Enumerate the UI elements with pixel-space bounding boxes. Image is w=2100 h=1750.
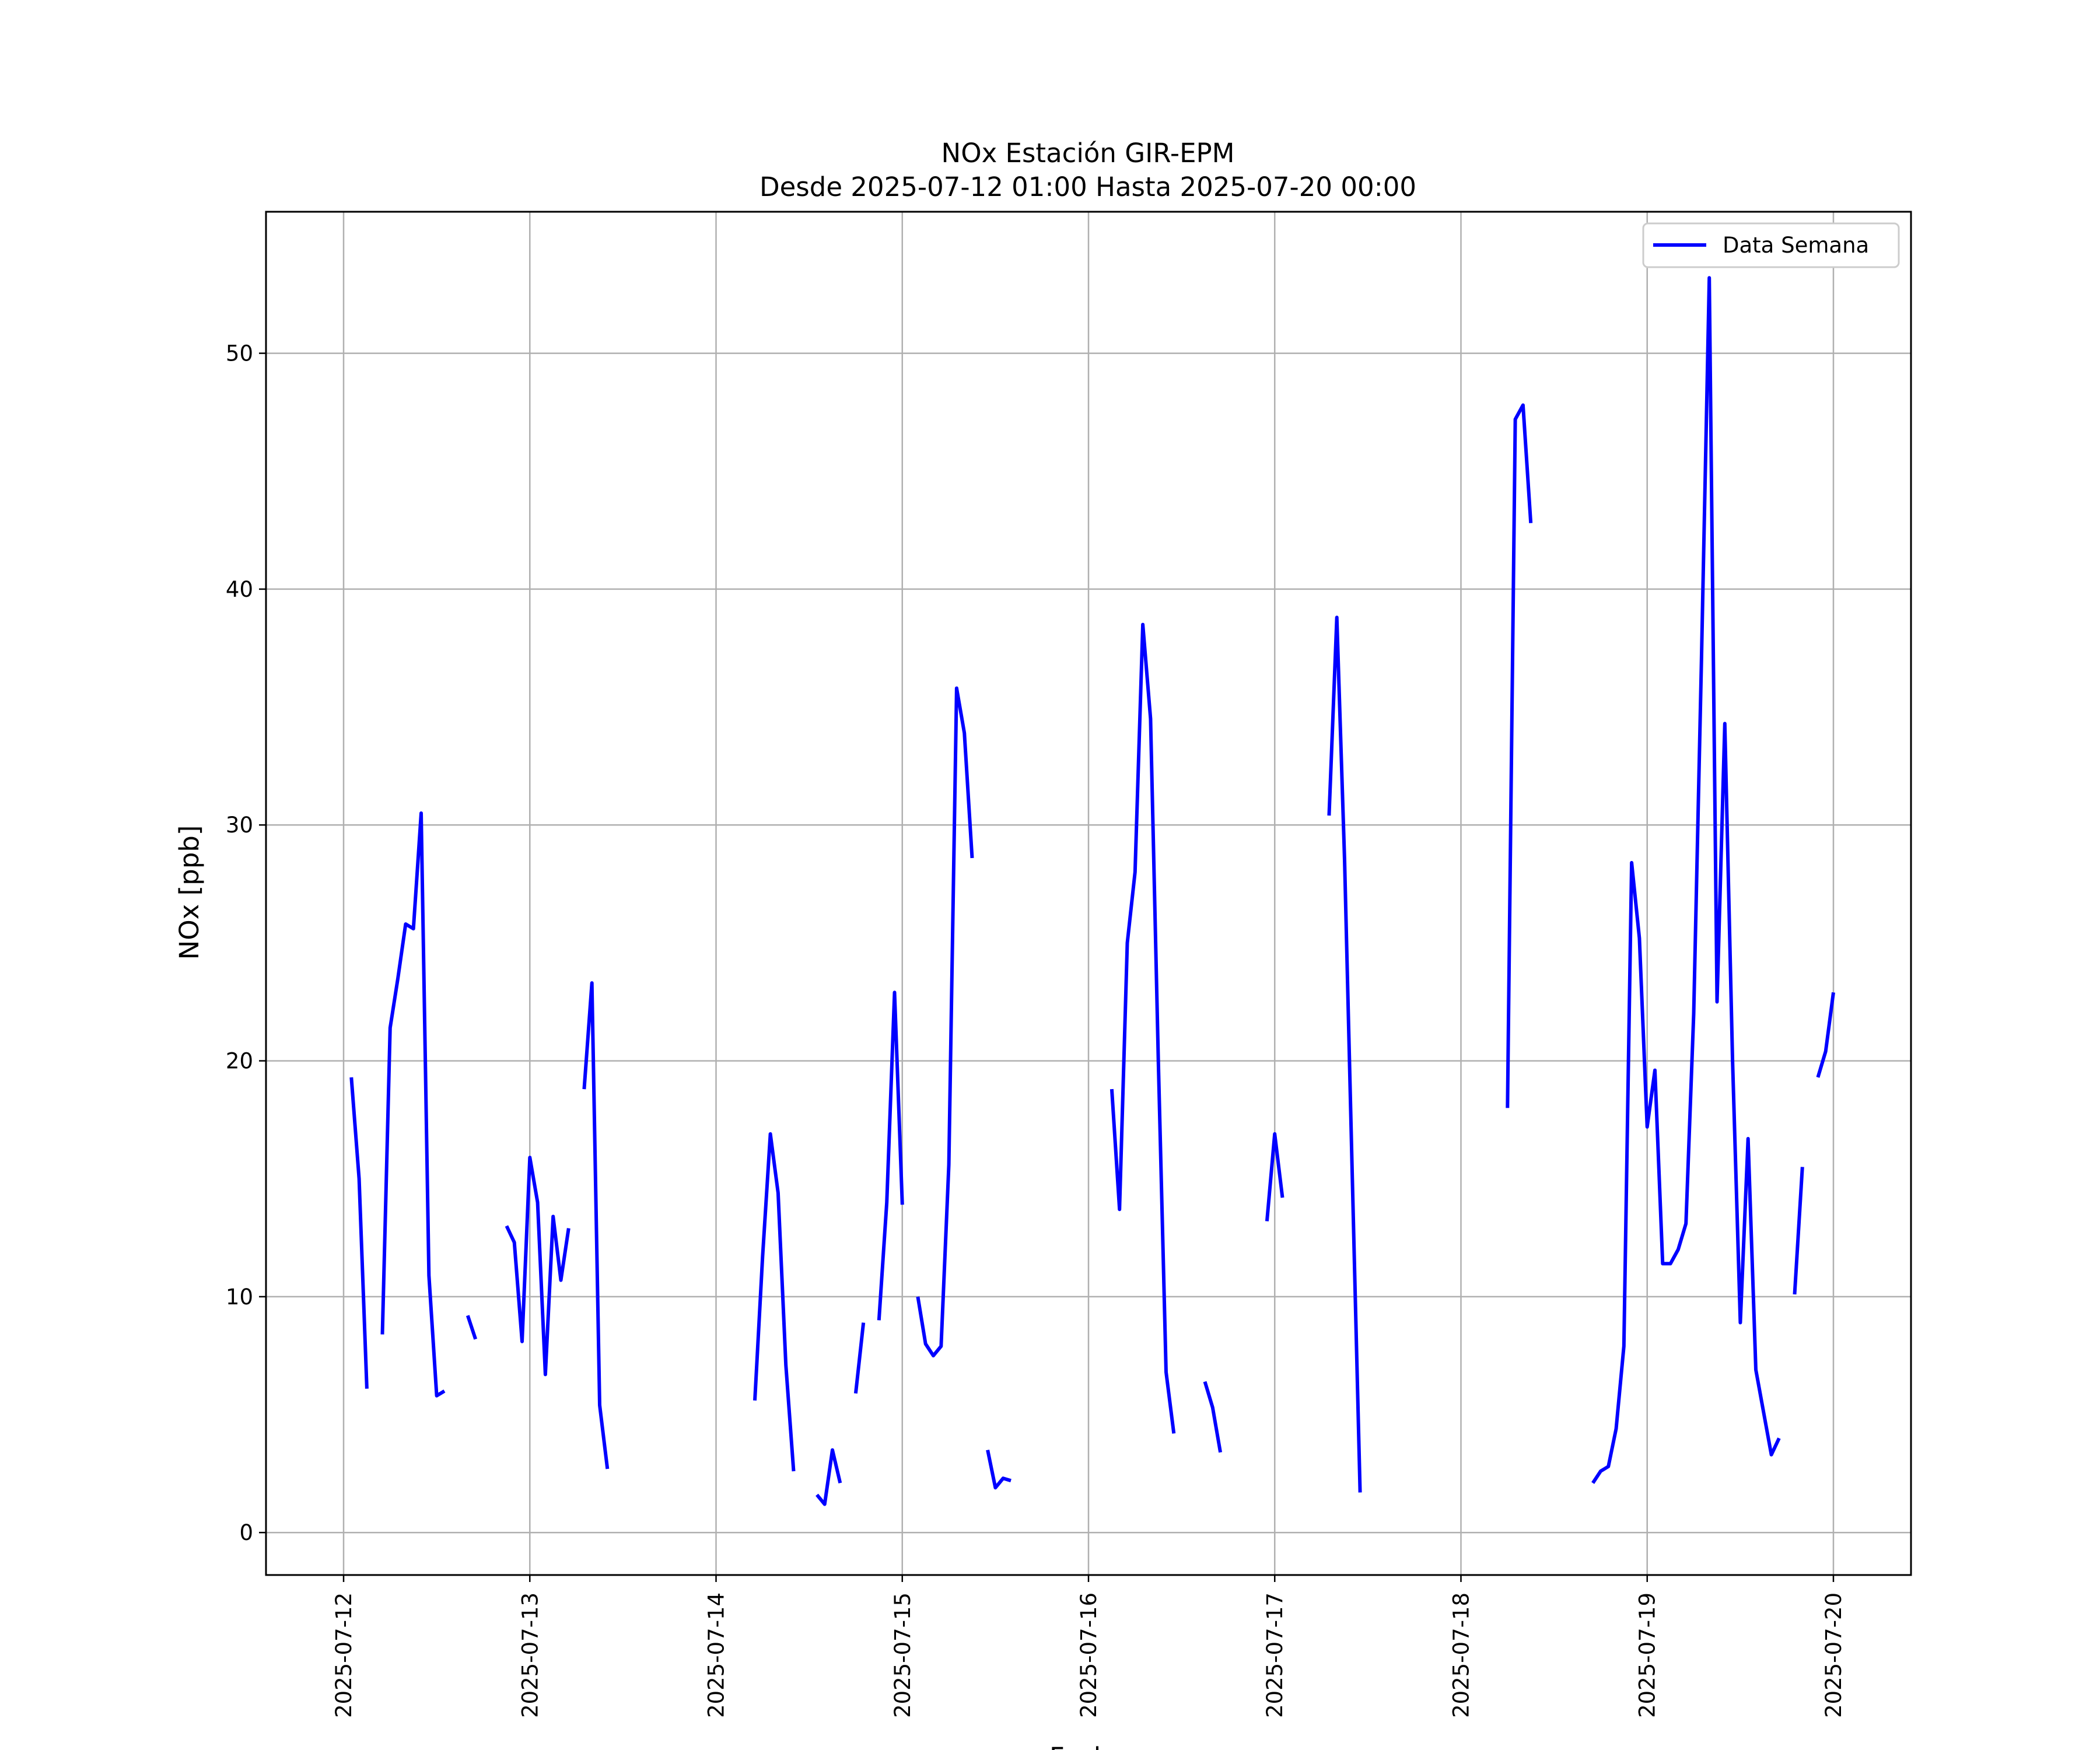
x-tick-label: 2025-07-19 [1635, 1592, 1660, 1718]
series-line-segment [1110, 622, 1176, 1434]
grid-lines [266, 212, 1911, 1575]
y-tick-label: 40 [226, 577, 253, 602]
x-tick-label: 2025-07-18 [1448, 1592, 1474, 1718]
x-axis-label: Fecha [1049, 1742, 1126, 1750]
legend-label: Data Semana [1723, 233, 1869, 258]
series-line-segment [877, 991, 904, 1321]
x-tick-label: 2025-07-20 [1821, 1592, 1846, 1718]
series-line-segment [1265, 1132, 1284, 1222]
x-tick-label: 2025-07-12 [331, 1592, 356, 1718]
series-line-segment [1793, 1167, 1804, 1295]
series-line-segment [349, 1077, 369, 1389]
x-tick-label: 2025-07-13 [517, 1592, 542, 1718]
y-tick-label: 50 [226, 341, 253, 366]
x-tick-label: 2025-07-14 [704, 1592, 729, 1718]
series-line-segment [916, 686, 974, 1357]
chart-subtitle: Desde 2025-07-12 01:00 Hasta 2025-07-20 … [760, 172, 1416, 202]
series-line-segment [816, 1448, 842, 1506]
series-line-segment [1591, 276, 1781, 1484]
legend: Data Semana [1642, 222, 1900, 268]
series-line-segment [1327, 615, 1362, 1493]
x-tick-label: 2025-07-17 [1262, 1592, 1287, 1718]
axis-ticks: 2025-07-12 2025-07-13 2025-07-14 2025-07-15… [226, 341, 1846, 1718]
y-axis-label: NOx [ppb] [174, 825, 205, 960]
series-line-segment [1506, 403, 1533, 1108]
y-tick-label: 30 [226, 813, 253, 838]
series-line-segment [466, 1315, 478, 1340]
y-tick-label: 20 [226, 1049, 253, 1074]
series-line-segment [853, 1322, 866, 1394]
series-line-segment [986, 1450, 1012, 1490]
series-line-segment [753, 1132, 796, 1472]
series-line-segment [582, 981, 610, 1469]
y-tick-label: 10 [226, 1284, 253, 1310]
series-line-segment [1203, 1381, 1223, 1453]
series-line-segment [380, 811, 446, 1398]
data-series [349, 276, 1835, 1506]
x-tick-label: 2025-07-15 [890, 1592, 915, 1718]
x-tick-label: 2025-07-16 [1076, 1592, 1101, 1718]
legend-box [1642, 222, 1900, 268]
series-line-segment [505, 1156, 570, 1377]
chart-title: NOx Estación GIR-EPM [942, 138, 1235, 169]
y-tick-label: 0 [239, 1520, 253, 1545]
series-line-segment [1816, 992, 1835, 1078]
